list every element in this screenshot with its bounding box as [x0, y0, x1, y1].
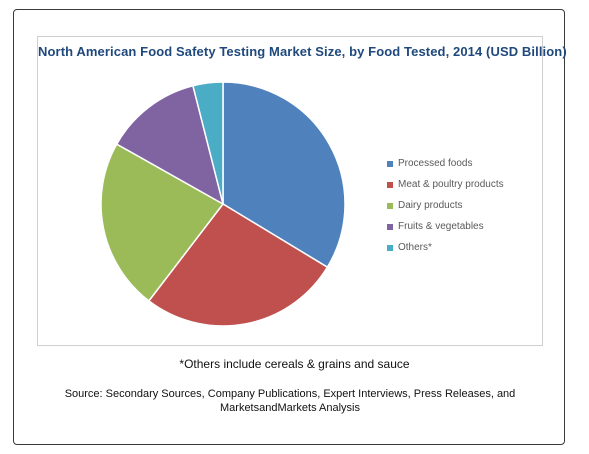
legend-swatch	[387, 223, 393, 230]
pie-slice-others	[192, 81, 224, 205]
legend-item: Processed foods	[387, 153, 504, 174]
footnote: *Others include cereals & grains and sau…	[179, 357, 410, 371]
legend-label: Fruits & vegetables	[398, 221, 484, 232]
legend-swatch	[387, 244, 393, 251]
legend-label: Processed foods	[398, 158, 473, 169]
legend-swatch	[387, 181, 393, 188]
legend-swatch	[387, 160, 393, 167]
legend-item: Others*	[387, 237, 504, 258]
pie-slice-processed-foods	[222, 81, 346, 269]
legend-swatch	[387, 202, 393, 209]
legend-item: Fruits & vegetables	[387, 216, 504, 237]
pie-slice-fruits-vegetables	[115, 84, 225, 206]
legend-item: Meat & poultry products	[387, 174, 504, 195]
legend-label: Others*	[398, 242, 432, 253]
source-note: Source: Secondary Sources, Company Publi…	[64, 388, 516, 414]
pie-slice-dairy-products	[100, 143, 225, 302]
pie-slice-meat-poultry-products	[147, 203, 329, 327]
chart-area: North American Food Safety Testing Marke…	[37, 36, 567, 346]
pie-chart	[100, 81, 346, 327]
legend-item: Dairy products	[387, 195, 504, 216]
chart-legend: Processed foods Meat & poultry products Da…	[387, 153, 504, 258]
legend-label: Meat & poultry products	[398, 179, 504, 190]
chart-title: North American Food Safety Testing Marke…	[38, 44, 567, 59]
legend-label: Dairy products	[398, 200, 463, 211]
